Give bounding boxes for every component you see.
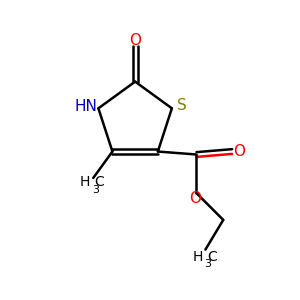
Text: H: H [80, 176, 90, 189]
Text: H: H [193, 250, 203, 264]
Text: HN: HN [74, 99, 97, 114]
Text: O: O [129, 33, 141, 48]
Text: 3: 3 [92, 184, 99, 194]
Text: C: C [95, 176, 104, 189]
Text: C: C [208, 250, 217, 264]
Text: 3: 3 [205, 259, 212, 269]
Text: S: S [177, 98, 187, 113]
Text: O: O [189, 191, 201, 206]
Text: O: O [233, 144, 245, 159]
